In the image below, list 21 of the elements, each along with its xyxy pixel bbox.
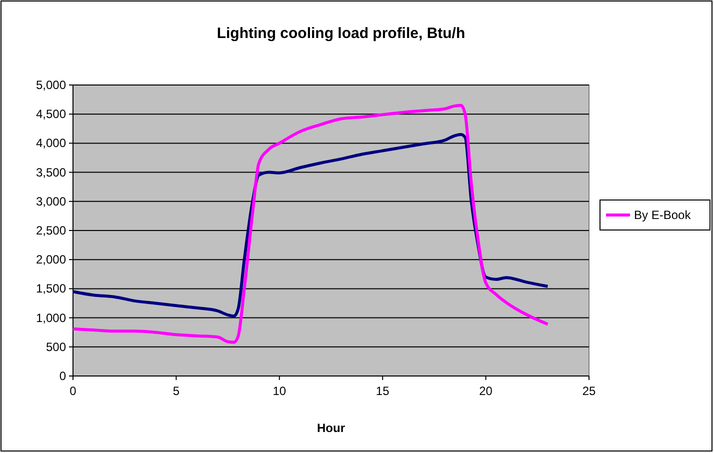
line-series: [72, 104, 550, 344]
x-tick-label: 5: [172, 384, 180, 398]
y-tick-label: 3,000: [36, 194, 66, 208]
x-tick-label: 20: [479, 384, 493, 398]
x-tick-label: 25: [582, 384, 596, 398]
y-tick-label: 5,000: [36, 78, 66, 92]
x-tick-label: 0: [70, 384, 77, 398]
x-tick-label: 15: [376, 384, 390, 398]
y-tick-label: 1,000: [36, 310, 66, 325]
x-tick-label: 10: [272, 384, 286, 398]
y-tick-label: 500: [46, 340, 66, 354]
x-axis-title: Hour: [317, 421, 346, 435]
y-tick-label: 0: [59, 369, 66, 383]
y-tick-label: 4,000: [36, 136, 66, 150]
y-tick-label: 1,500: [36, 282, 66, 296]
legend-label: By E-Book: [634, 208, 692, 222]
y-tick-label: 2,500: [36, 224, 66, 238]
y-tick-label: 4,500: [36, 107, 66, 122]
chart-title: Lighting cooling load profile, Btu/h: [216, 25, 466, 42]
y-tick-label: 3,500: [36, 165, 66, 180]
y-tick-label: 2,000: [36, 252, 66, 267]
